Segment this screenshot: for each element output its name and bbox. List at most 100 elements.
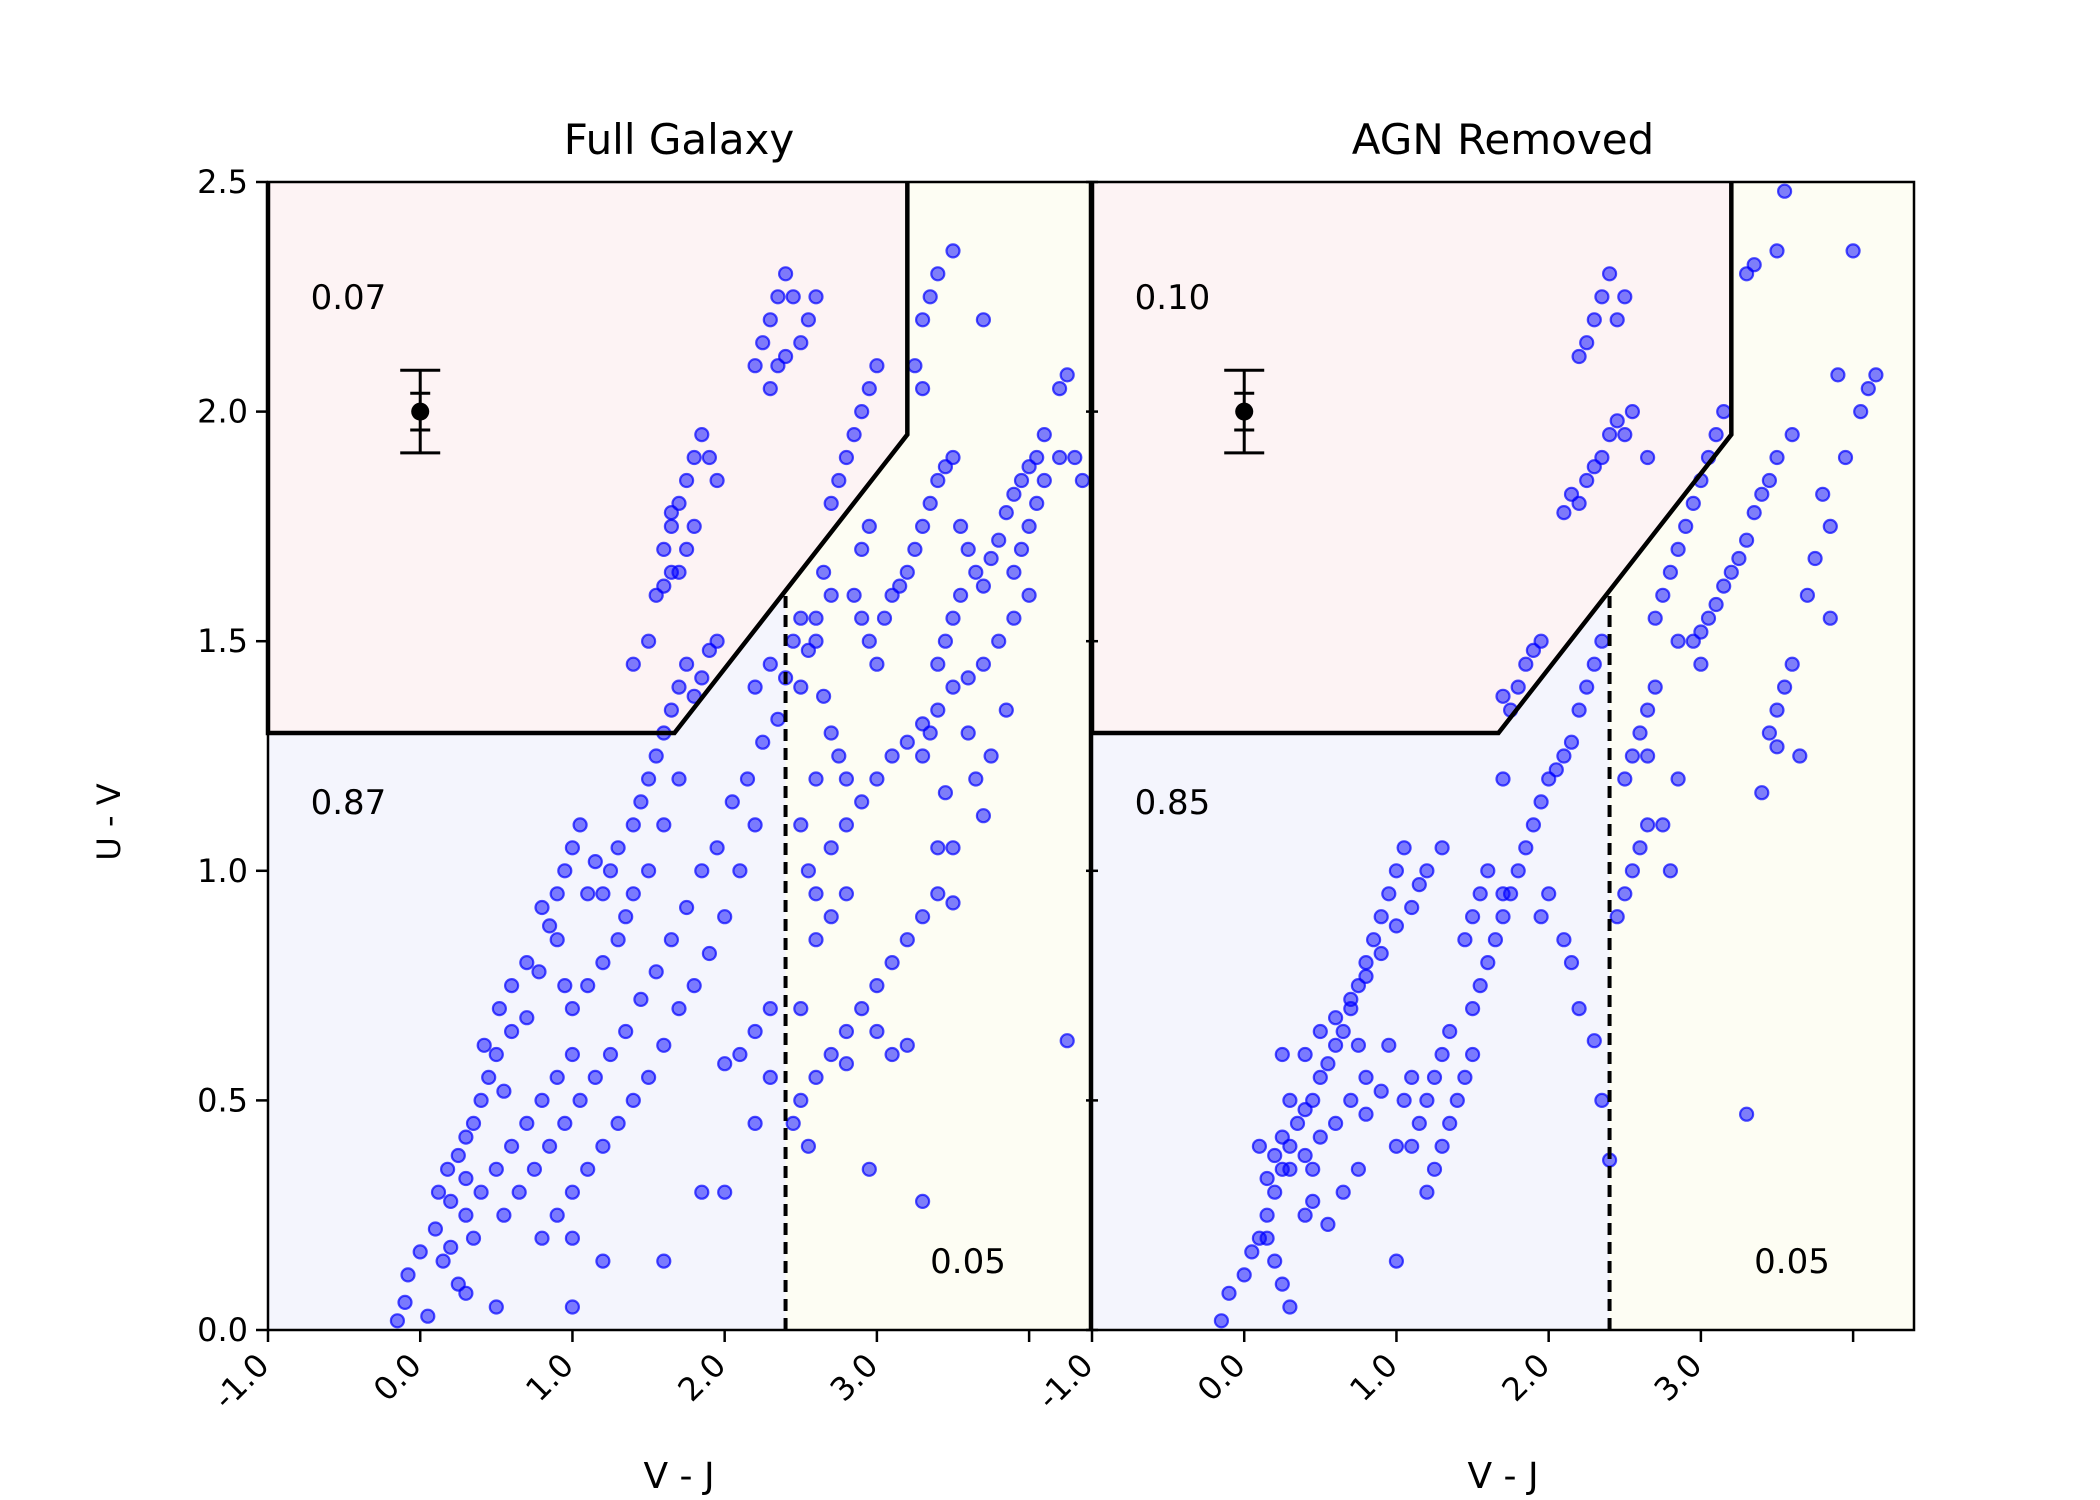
data-point bbox=[1259, 1170, 1275, 1187]
data-point bbox=[1639, 748, 1656, 764]
data-point bbox=[1221, 1285, 1237, 1301]
data-point bbox=[656, 578, 672, 594]
x-tick-label: 1.0 bbox=[518, 1346, 581, 1409]
data-point bbox=[869, 656, 885, 672]
data-point bbox=[1312, 1129, 1328, 1145]
data-point bbox=[1320, 1056, 1336, 1072]
data-point bbox=[1350, 1161, 1367, 1177]
region-fraction-star-forming: 0.87 bbox=[311, 783, 387, 823]
data-point bbox=[1754, 486, 1770, 502]
data-point bbox=[1533, 794, 1549, 810]
data-point bbox=[694, 1184, 710, 1200]
data-point bbox=[496, 1083, 512, 1099]
data-point bbox=[975, 312, 992, 328]
data-point bbox=[511, 1184, 527, 1200]
data-point bbox=[1754, 785, 1770, 801]
y-tick-label: 0.5 bbox=[197, 1081, 248, 1119]
data-point bbox=[1282, 1161, 1298, 1177]
data-point bbox=[1708, 427, 1724, 443]
data-point bbox=[724, 794, 740, 810]
data-point bbox=[701, 449, 718, 466]
data-point bbox=[1807, 550, 1823, 567]
data-point bbox=[1670, 771, 1686, 787]
data-point bbox=[960, 541, 976, 558]
data-point bbox=[443, 1193, 459, 1210]
data-point bbox=[907, 358, 923, 374]
data-point bbox=[625, 656, 641, 672]
data-point bbox=[1059, 1033, 1075, 1049]
data-point bbox=[1373, 945, 1389, 962]
data-point bbox=[930, 840, 946, 856]
data-point bbox=[1411, 876, 1427, 893]
data-point bbox=[914, 312, 931, 328]
data-point bbox=[473, 1184, 489, 1200]
data-point bbox=[755, 335, 771, 351]
data-point bbox=[1426, 1161, 1443, 1177]
data-point bbox=[1358, 1106, 1374, 1122]
data-point bbox=[793, 1000, 809, 1017]
data-point bbox=[823, 840, 839, 856]
data-point bbox=[1738, 532, 1755, 548]
data-point bbox=[869, 771, 885, 787]
data-point bbox=[1480, 954, 1496, 971]
data-point bbox=[1761, 472, 1778, 489]
data-point bbox=[1617, 886, 1633, 902]
data-point bbox=[640, 1069, 657, 1086]
data-point bbox=[739, 771, 756, 787]
data-point bbox=[1853, 404, 1869, 420]
data-point bbox=[663, 504, 680, 521]
data-point bbox=[823, 495, 839, 511]
region-fraction-dusty: 0.05 bbox=[930, 1242, 1006, 1282]
data-point bbox=[572, 817, 588, 833]
data-point bbox=[678, 472, 695, 489]
data-point bbox=[1343, 1092, 1359, 1109]
data-point bbox=[671, 679, 687, 695]
data-point bbox=[625, 817, 641, 833]
data-point bbox=[815, 564, 832, 580]
data-point bbox=[823, 587, 839, 603]
data-point bbox=[838, 886, 855, 902]
data-point bbox=[488, 1299, 504, 1315]
data-point bbox=[1731, 550, 1747, 567]
data-point bbox=[1579, 679, 1595, 695]
data-point bbox=[1388, 918, 1405, 934]
data-point bbox=[1624, 748, 1641, 764]
y-tick-label: 1.5 bbox=[197, 622, 248, 660]
data-point bbox=[1716, 578, 1732, 594]
data-point bbox=[914, 381, 931, 397]
data-point bbox=[534, 1092, 550, 1109]
data-point bbox=[1655, 817, 1671, 833]
data-point bbox=[671, 564, 687, 580]
data-point bbox=[1769, 739, 1785, 755]
data-point bbox=[564, 840, 581, 856]
data-point bbox=[1434, 1138, 1450, 1154]
data-point bbox=[793, 817, 809, 833]
y-tick-label: 2.0 bbox=[197, 393, 248, 431]
quiescent-region bbox=[1092, 182, 1732, 734]
data-point bbox=[633, 794, 649, 810]
data-point bbox=[1320, 1216, 1336, 1233]
data-point bbox=[1274, 1129, 1290, 1145]
data-point bbox=[663, 932, 680, 948]
data-point bbox=[747, 817, 763, 833]
data-point bbox=[793, 679, 809, 695]
x-tick-label: -1.0 bbox=[1030, 1346, 1101, 1417]
data-point bbox=[1723, 564, 1739, 580]
data-point bbox=[465, 1115, 482, 1132]
data-point bbox=[694, 670, 710, 686]
x-axis-label: V - J bbox=[1467, 1456, 1538, 1497]
data-point bbox=[1639, 449, 1656, 466]
data-point bbox=[1289, 1115, 1306, 1132]
data-point bbox=[854, 1000, 870, 1017]
data-point bbox=[595, 886, 611, 902]
data-point bbox=[930, 266, 946, 282]
data-point bbox=[1457, 932, 1473, 948]
axes-frame bbox=[1090, 180, 1916, 1332]
data-point bbox=[861, 1161, 877, 1177]
data-point bbox=[1609, 909, 1625, 925]
data-point bbox=[1297, 1207, 1313, 1223]
data-point bbox=[793, 610, 809, 626]
data-point bbox=[1244, 1244, 1260, 1260]
data-point bbox=[1267, 1253, 1283, 1269]
